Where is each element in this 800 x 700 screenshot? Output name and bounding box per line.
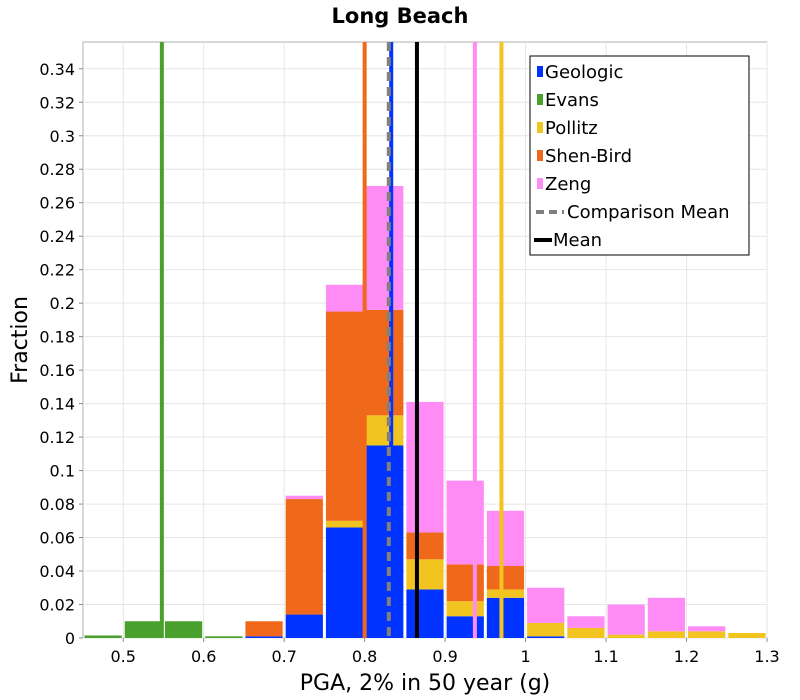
bar-pollitz [527,623,564,636]
bar-evans [205,636,242,638]
legend-swatch-pollitz [537,122,543,133]
y-tick-label: 0.18 [39,328,75,347]
bar-evans [85,635,122,638]
y-tick-label: 0.3 [50,127,75,146]
bar-zeng [648,598,685,631]
bar-shen-bird [366,310,403,415]
x-axis: 0.5 0.6 0.7 0.8 0.9 1 1.1 1.2 1.3 [111,638,780,666]
bar-evans [165,621,202,638]
bar-zeng [688,626,725,631]
bar-zeng [567,616,604,628]
x-tick-label: 0.6 [191,647,216,666]
bar-zeng [447,481,484,565]
y-tick-label: 0.02 [39,596,75,615]
y-tick-label: 0.14 [39,395,75,414]
legend-swatch-zeng [537,178,543,189]
bar-geologic [447,616,484,638]
y-axis: 0 0.02 0.04 0.06 0.08 0.1 0.12 0.14 0.16 0.18 0.2 0… [39,60,83,648]
legend-label-shen-bird: Shen-Bird [545,146,632,167]
x-tick-label: 0.5 [111,647,136,666]
legend-label-evans: Evans [545,90,599,111]
y-tick-label: 0.2 [50,294,75,313]
bar-geologic [487,598,524,638]
x-tick-label: 0.9 [432,647,457,666]
bar-zeng [286,496,323,499]
bar-geologic [406,589,443,638]
x-tick-label: 0.8 [352,647,377,666]
y-tick-label: 0.06 [39,529,75,548]
y-tick-label: 0.34 [39,60,75,79]
legend: Geologic Evans Pollitz Shen-Bird Zeng Compari… [530,56,749,255]
bar-pollitz [567,628,604,638]
bar-zeng [326,285,363,312]
bar-pollitz [688,631,725,638]
y-tick-label: 0.24 [39,227,75,246]
bar-geologic [366,445,403,638]
legend-swatch-evans [537,94,543,105]
bar-zeng [608,605,645,635]
x-tick-label: 1.3 [754,647,779,666]
y-tick-label: 0.32 [39,93,75,112]
y-tick-label: 0 [65,629,75,648]
bar-shen-bird [245,621,282,636]
bar-geologic [286,615,323,638]
x-tick-label: 1 [520,647,530,666]
y-tick-label: 0.08 [39,495,75,514]
bar-geologic [245,636,282,638]
bar-geologic [326,528,363,638]
bar-evans [125,621,162,638]
legend-swatch-geologic [537,66,543,77]
bar-pollitz [728,633,765,638]
bar-shen-bird [406,533,443,560]
legend-label-pollitz: Pollitz [545,118,598,139]
y-tick-label: 0.12 [39,428,75,447]
x-tick-label: 0.7 [271,647,296,666]
bar-zeng [487,511,524,566]
bar-geologic [527,636,564,638]
bar-pollitz [326,521,363,528]
bar-pollitz [366,415,403,445]
chart-title: Long Beach [332,4,469,28]
bar-pollitz [406,559,443,589]
bar-zeng [527,588,564,623]
y-tick-label: 0.04 [39,562,75,581]
legend-label-zeng: Zeng [545,174,591,195]
bar-shen-bird [286,499,323,615]
x-tick-label: 1.2 [674,647,699,666]
x-axis-label: PGA, 2% in 50 year (g) [300,671,551,696]
bar-shen-bird [487,566,524,589]
y-axis-label: Fraction [8,296,33,384]
legend-label-geologic: Geologic [545,62,623,83]
y-tick-label: 0.26 [39,194,75,213]
y-tick-label: 0.22 [39,261,75,280]
legend-label-mean: Mean [553,230,602,251]
y-tick-label: 0.1 [50,462,75,481]
x-tick-label: 1.1 [593,647,618,666]
bar-zeng [406,402,443,533]
bar-pollitz [447,601,484,616]
bar-zeng [366,186,403,310]
bar-shen-bird [326,312,363,521]
y-tick-label: 0.28 [39,160,75,179]
bar-pollitz [648,631,685,638]
bar-shen-bird [447,564,484,601]
bar-pollitz [608,635,645,638]
y-tick-label: 0.16 [39,361,75,380]
bar-pollitz [487,589,524,597]
legend-label-comparison-mean: Comparison Mean [567,202,730,223]
legend-swatch-shen-bird [537,150,543,161]
